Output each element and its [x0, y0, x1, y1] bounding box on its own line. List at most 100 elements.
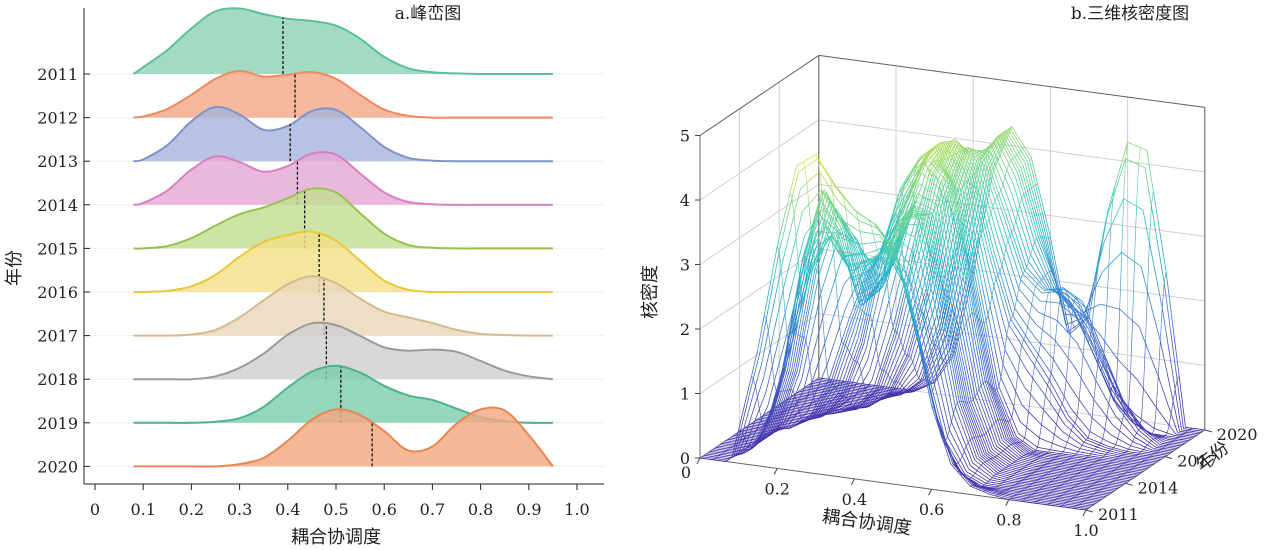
surface-mesh [848, 386, 856, 401]
surface-mesh [959, 150, 962, 152]
surface-mesh [888, 244, 892, 247]
surface-mesh [848, 400, 851, 405]
surface-mesh [1075, 440, 1083, 446]
surface-mesh [1157, 445, 1165, 448]
surface-mesh [1111, 395, 1119, 405]
surface-mesh [1022, 437, 1025, 442]
surface-mesh [952, 139, 960, 152]
surface-mesh [1073, 471, 1081, 473]
surface-mesh [1125, 158, 1133, 162]
surface-mesh [788, 321, 796, 349]
surface-mesh [755, 420, 762, 422]
surface-mesh [1015, 482, 1018, 485]
surface-mesh [834, 215, 842, 229]
surface-mesh [844, 223, 847, 238]
surface-mesh [1071, 294, 1079, 302]
surface-mesh [1110, 198, 1114, 228]
surface-mesh [1112, 476, 1119, 478]
surface-mesh [1123, 441, 1131, 447]
surface-mesh [884, 257, 888, 269]
surface-mesh [849, 407, 852, 409]
surface-mesh [788, 417, 792, 419]
surface-mesh [1038, 386, 1046, 397]
surface-mesh [1018, 325, 1026, 336]
surface-mesh [869, 394, 872, 397]
surface-mesh [947, 273, 955, 305]
surface-mesh [1070, 462, 1078, 465]
surface-mesh [829, 200, 837, 213]
surface-mesh [963, 420, 971, 440]
surface-mesh [1100, 489, 1108, 491]
surface-mesh [1048, 477, 1056, 479]
surface-mesh [1033, 213, 1041, 237]
surface-mesh [945, 157, 948, 160]
surface-mesh [916, 293, 925, 321]
surface-mesh [1133, 455, 1136, 458]
surface-mesh [816, 378, 824, 381]
surface-mesh [1115, 396, 1123, 407]
surface-mesh [1041, 277, 1044, 281]
surface-mesh [1005, 485, 1012, 488]
surface-mesh [987, 142, 995, 148]
surface-mesh [875, 346, 879, 360]
surface-mesh [984, 206, 987, 208]
surface-mesh [955, 250, 963, 285]
surface-mesh [876, 258, 884, 288]
surface-mesh [951, 174, 959, 191]
surface-mesh [1064, 481, 1067, 484]
surface-mesh [953, 448, 961, 461]
surface-mesh [1073, 296, 1077, 301]
surface-mesh [996, 485, 1000, 488]
surface-mesh [899, 222, 903, 236]
surface-mesh [957, 232, 960, 236]
surface-mesh [965, 163, 973, 176]
surface-mesh [875, 396, 878, 399]
surface-mesh [985, 157, 993, 177]
surface-mesh [1126, 448, 1129, 452]
surface-mesh [758, 440, 761, 444]
surface-mesh [745, 431, 753, 434]
surface-mesh [806, 418, 813, 421]
surface-mesh [1009, 420, 1017, 437]
surface-mesh [998, 478, 1005, 482]
surface-mesh [938, 200, 946, 230]
surface-mesh [945, 156, 953, 172]
surface-mesh [1053, 274, 1061, 295]
surface-mesh [993, 285, 1001, 311]
surface-mesh [1058, 486, 1065, 489]
surface-mesh [913, 204, 920, 209]
surface-mesh [859, 365, 862, 374]
surface-mesh [739, 450, 742, 453]
surface-mesh [872, 288, 876, 293]
surface-mesh [964, 401, 973, 420]
surface-mesh [1036, 458, 1044, 462]
surface-mesh [1070, 456, 1073, 459]
surface-mesh [873, 275, 877, 283]
surface-mesh [808, 417, 816, 421]
surface-mesh [1059, 495, 1062, 498]
surface-mesh [1091, 479, 1098, 482]
surface-mesh [834, 366, 842, 387]
surface-mesh [1018, 288, 1026, 297]
surface-mesh [916, 224, 924, 254]
surface-mesh [764, 423, 767, 426]
surface-mesh [879, 242, 887, 253]
surface-mesh [892, 226, 896, 230]
surface-mesh [1054, 494, 1062, 496]
surface-mesh [840, 377, 848, 396]
surface-mesh [862, 298, 870, 306]
surface-mesh [949, 155, 952, 157]
surface-mesh [915, 200, 922, 205]
surface-mesh [765, 433, 772, 436]
surface-mesh [1025, 368, 1033, 379]
surface-mesh [1094, 344, 1102, 360]
surface-mesh [1124, 471, 1127, 474]
surface-mesh [957, 244, 960, 247]
surface-mesh [950, 270, 958, 301]
surface-mesh [924, 156, 932, 165]
surface-mesh [863, 381, 866, 390]
surface-mesh [812, 213, 821, 236]
surface-mesh [944, 140, 952, 153]
surface-mesh [836, 402, 843, 404]
surface-mesh [819, 406, 822, 408]
